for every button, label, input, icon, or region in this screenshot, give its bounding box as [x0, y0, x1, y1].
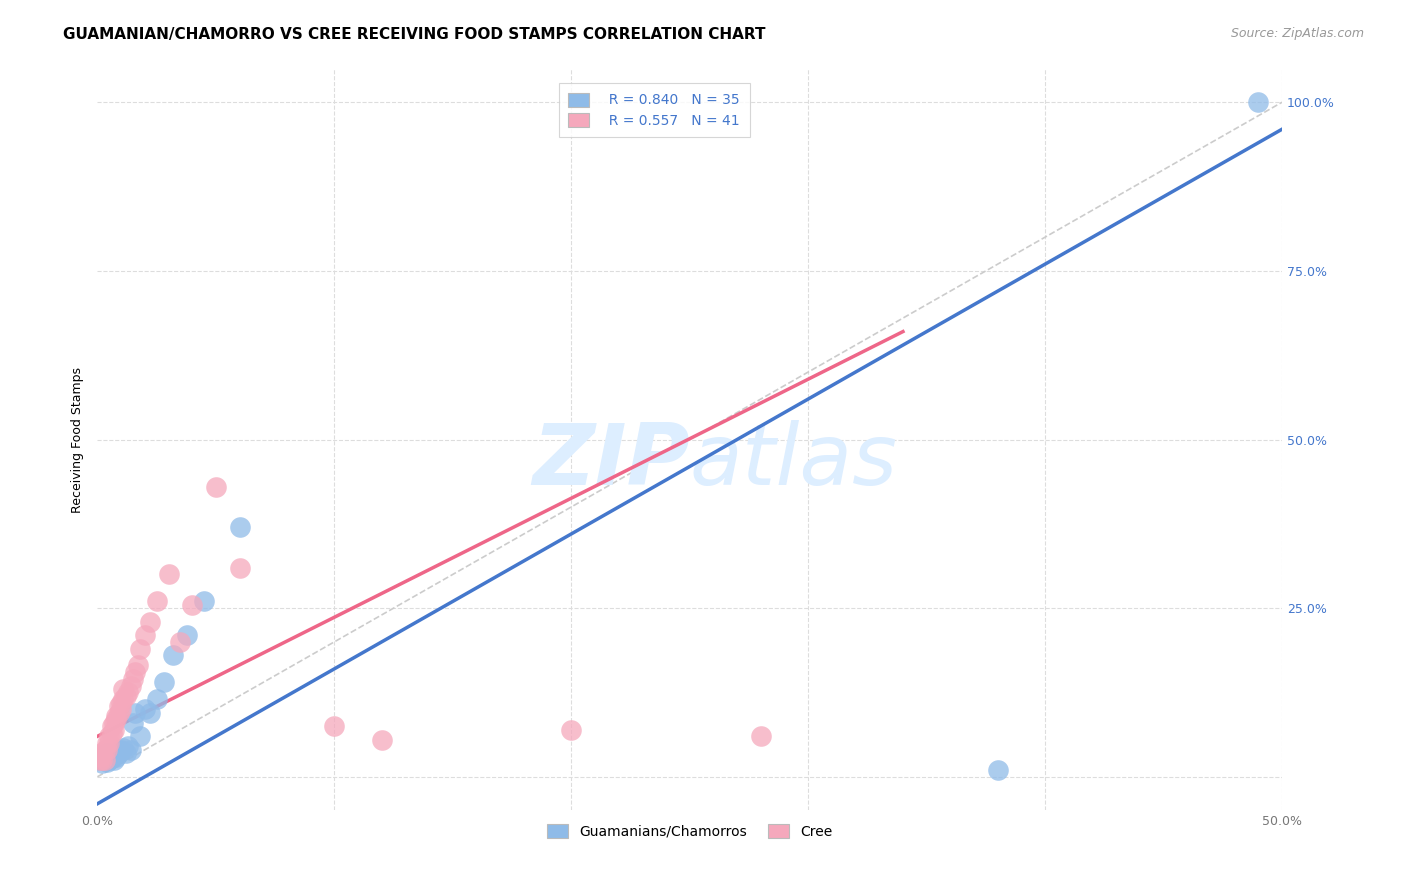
Point [120, 743, 142, 757]
Point [162, 648, 184, 663]
Point [110, 744, 132, 758]
Point [112, 692, 135, 706]
Point [1247, 95, 1270, 110]
Point [91, 746, 114, 760]
Point [127, 658, 149, 673]
Point [93, 743, 115, 757]
Point [157, 567, 180, 582]
Point [987, 763, 1010, 777]
Point [91, 749, 114, 764]
Point [129, 729, 152, 743]
Point [105, 713, 128, 727]
Point [98, 749, 121, 764]
Point [89, 753, 111, 767]
Point [112, 682, 135, 697]
Point [96, 746, 118, 760]
Point [228, 520, 250, 534]
Point [105, 746, 128, 760]
Point [117, 685, 139, 699]
Point [749, 729, 772, 743]
Point [89, 749, 111, 764]
Point [107, 706, 129, 720]
Text: ZIP: ZIP [531, 420, 690, 503]
Point [110, 696, 132, 710]
Point [107, 746, 129, 760]
Point [152, 675, 174, 690]
Point [98, 736, 121, 750]
Point [134, 628, 156, 642]
Point [100, 719, 122, 733]
Point [138, 706, 160, 720]
Point [105, 749, 128, 764]
Point [560, 723, 582, 737]
Point [205, 480, 228, 494]
Point [93, 753, 115, 767]
Point [103, 715, 125, 730]
Point [89, 753, 111, 767]
Y-axis label: Receiving Food Stamps: Receiving Food Stamps [72, 367, 84, 513]
Point [169, 635, 191, 649]
Point [117, 739, 139, 754]
Point [96, 743, 118, 757]
Point [124, 706, 146, 720]
Point [107, 698, 129, 713]
Legend: Guamanians/Chamorros, Cree: Guamanians/Chamorros, Cree [541, 819, 838, 845]
Point [176, 628, 198, 642]
Point [91, 756, 114, 771]
Text: atlas: atlas [690, 420, 897, 503]
Point [112, 741, 135, 756]
Point [129, 641, 152, 656]
Point [193, 594, 215, 608]
Point [98, 753, 121, 767]
Point [100, 751, 122, 765]
Point [138, 615, 160, 629]
Point [103, 748, 125, 763]
Point [134, 702, 156, 716]
Point [96, 755, 118, 769]
Point [91, 753, 114, 767]
Point [228, 560, 250, 574]
Point [103, 723, 125, 737]
Point [115, 689, 138, 703]
Point [145, 692, 167, 706]
Point [98, 729, 121, 743]
Point [115, 746, 138, 760]
Point [93, 748, 115, 763]
Text: Source: ZipAtlas.com: Source: ZipAtlas.com [1230, 27, 1364, 40]
Point [122, 715, 145, 730]
Point [110, 702, 132, 716]
Point [110, 743, 132, 757]
Point [120, 679, 142, 693]
Point [181, 598, 204, 612]
Point [100, 726, 122, 740]
Text: GUAMANIAN/CHAMORRO VS CREE RECEIVING FOOD STAMPS CORRELATION CHART: GUAMANIAN/CHAMORRO VS CREE RECEIVING FOO… [63, 27, 766, 42]
Point [96, 736, 118, 750]
Point [93, 751, 115, 765]
Point [100, 749, 122, 764]
Point [122, 672, 145, 686]
Point [145, 594, 167, 608]
Point [103, 753, 125, 767]
Point [124, 665, 146, 680]
Point [371, 732, 394, 747]
Point [323, 719, 346, 733]
Point [105, 709, 128, 723]
